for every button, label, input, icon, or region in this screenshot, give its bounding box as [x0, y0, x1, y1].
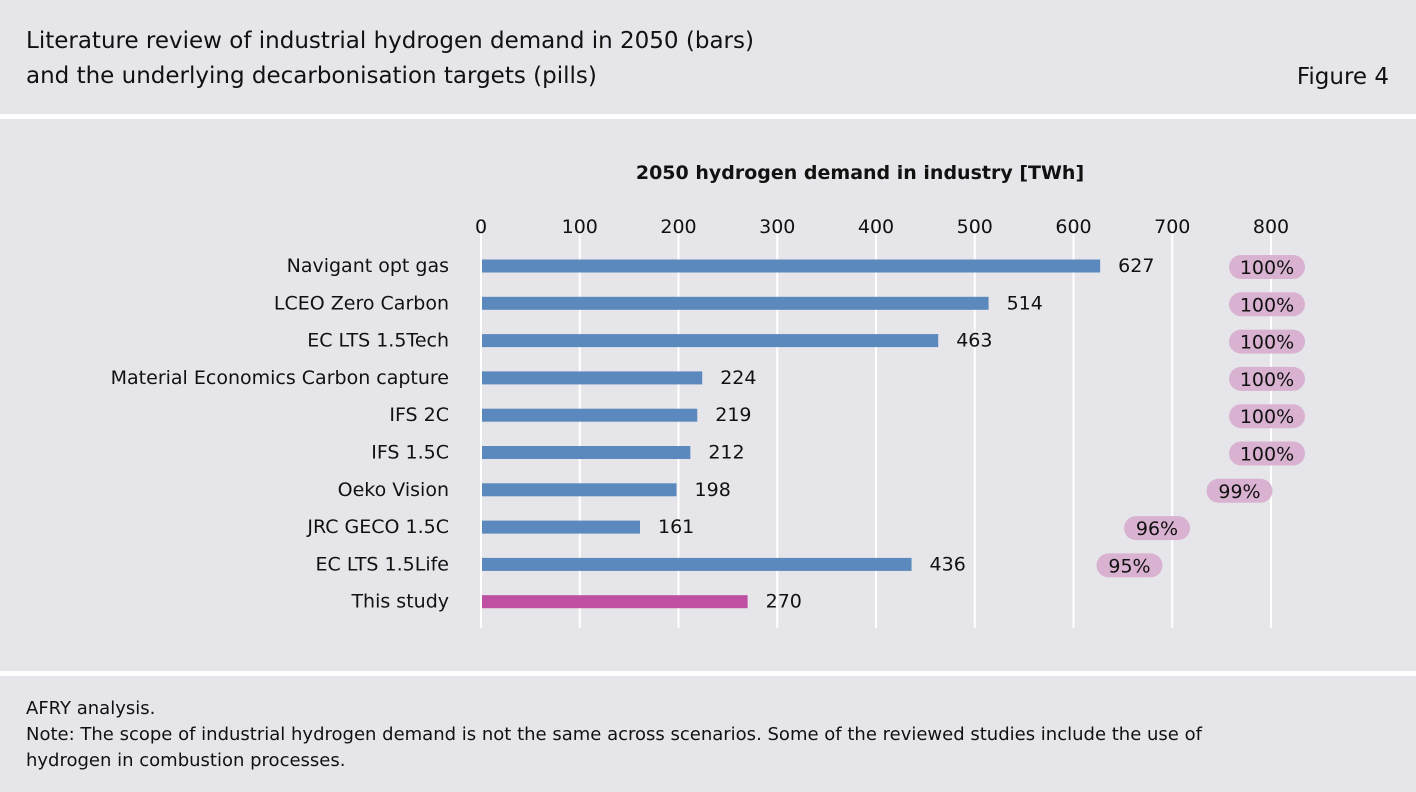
target-pill-label: 99% [1218, 481, 1260, 503]
x-tick-label: 200 [660, 216, 696, 238]
bar [482, 296, 989, 310]
category-label: Oeko Vision [338, 479, 449, 501]
value-label: 436 [930, 553, 966, 575]
x-tick-label: 500 [957, 216, 993, 238]
x-tick-label: 100 [562, 216, 598, 238]
value-label: 627 [1118, 255, 1154, 277]
top-divider [0, 114, 1416, 119]
target-pill-label: 100% [1240, 294, 1294, 316]
x-tick-label: 300 [759, 216, 795, 238]
footer: AFRY analysis. Note: The scope of indust… [0, 676, 1416, 792]
bar [482, 259, 1101, 273]
value-label: 161 [658, 516, 694, 538]
x-tick-label: 700 [1154, 216, 1190, 238]
category-label: IFS 1.5C [371, 442, 449, 464]
x-tick-label: 400 [858, 216, 894, 238]
x-tick-label: 0 [475, 216, 487, 238]
bar [482, 520, 640, 534]
bar [482, 557, 912, 571]
target-pill [1229, 441, 1305, 466]
bar-highlight [482, 595, 748, 609]
bar [482, 334, 939, 348]
category-label: EC LTS 1.5Life [316, 553, 449, 575]
category-label: LCEO Zero Carbon [274, 292, 449, 314]
value-label: 514 [1007, 292, 1043, 314]
value-label: 198 [695, 479, 731, 501]
header: Literature review of industrial hydrogen… [0, 0, 1416, 114]
value-label: 224 [720, 367, 756, 389]
target-pill [1229, 366, 1305, 391]
category-label: IFS 2C [389, 404, 449, 426]
target-pill [1229, 292, 1305, 317]
value-label: 212 [708, 442, 744, 464]
title-line-1: Literature review of industrial hydrogen… [26, 28, 754, 54]
bar [482, 371, 703, 385]
target-pill-label: 95% [1108, 555, 1150, 577]
target-pill-label: 100% [1240, 332, 1294, 354]
title-line-2: and the underlying decarbonisation targe… [26, 63, 597, 89]
target-pill [1229, 255, 1305, 279]
figure-label: Figure 4 [1296, 64, 1389, 90]
target-pill [1124, 516, 1190, 541]
target-pill [1229, 404, 1305, 429]
bar [482, 408, 698, 422]
note-text: Note: The scope of industrial hydrogen d… [26, 724, 1202, 771]
target-pill-label: 100% [1240, 257, 1294, 279]
category-label: EC LTS 1.5Tech [307, 330, 449, 352]
source-text: AFRY analysis. [26, 698, 156, 719]
value-label: 270 [766, 591, 802, 613]
value-label: 219 [715, 404, 751, 426]
category-label: JRC GECO 1.5C [306, 516, 449, 538]
bottom-divider [0, 671, 1416, 676]
target-pill-label: 100% [1240, 444, 1294, 466]
category-label: Material Economics Carbon capture [111, 367, 449, 389]
target-pill [1229, 329, 1305, 354]
x-tick-label: 800 [1253, 216, 1289, 238]
x-tick-label: 600 [1055, 216, 1091, 238]
bar [482, 446, 691, 459]
value-label: 463 [956, 330, 992, 352]
x-axis-title: 2050 hydrogen demand in industry [TWh] [636, 162, 1084, 184]
bar-chart: 2050 hydrogen demand in industry [TWh] 0 1… [111, 162, 1305, 628]
target-pill [1096, 553, 1163, 578]
chart-area: 2050 hydrogen demand in industry [TWh] 0 1… [0, 119, 1416, 671]
category-label: Navigant opt gas [287, 255, 449, 277]
bar [482, 483, 677, 497]
target-pill-label: 100% [1240, 406, 1294, 428]
target-pill-label: 100% [1240, 369, 1294, 391]
category-label: This study [350, 591, 449, 613]
target-pill-label: 96% [1136, 518, 1178, 540]
target-pill [1206, 478, 1273, 503]
